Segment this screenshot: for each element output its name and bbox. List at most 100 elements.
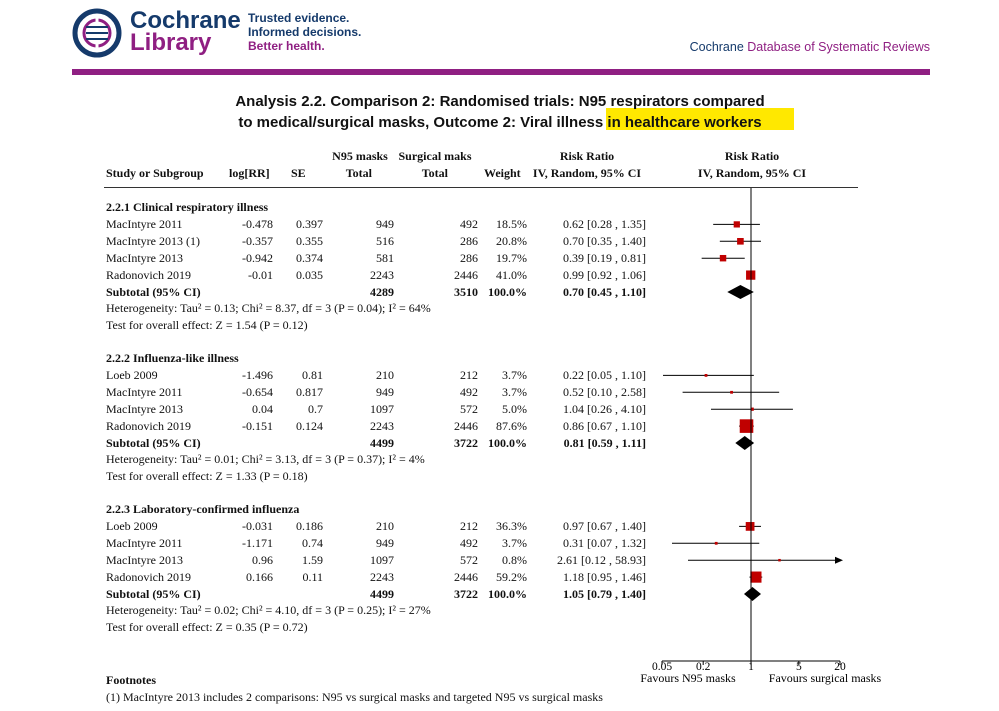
x-axis-tick-label: 0.2 <box>696 661 711 673</box>
favours-left-label: Favours N95 masks <box>640 671 736 685</box>
study-risk-ratio: 0.31 [0.07 , 1.32] <box>563 535 646 550</box>
study-se: 0.035 <box>296 267 323 282</box>
study-name: Radonovich 2019 <box>106 418 191 433</box>
study-se: 0.817 <box>296 384 323 399</box>
col-header-plot-method: IV, Random, 95% CI <box>697 166 807 180</box>
logo-text-cochrane[interactable]: Cochrane <box>130 7 241 34</box>
study-surgical-total: 572 <box>460 401 478 416</box>
heterogeneity-stats: Heterogeneity: Tau² = 0.02; Chi² = 4.10,… <box>106 603 431 618</box>
study-weight: 3.7% <box>502 535 527 550</box>
subtotal-label: Subtotal (95% CI) <box>106 586 201 601</box>
ci-arrow-right-icon <box>835 556 843 564</box>
favours-right-label: Favours surgical masks <box>769 671 882 685</box>
subtotal-risk-ratio: 0.70 [0.45 , 1.10] <box>563 284 646 299</box>
tagline-line-3: Better health. <box>248 39 325 53</box>
x-axis-tick-label: 20 <box>834 661 846 673</box>
study-risk-ratio: 0.22 [0.05 , 1.10] <box>563 367 646 382</box>
study-logrr: -0.031 <box>242 518 273 533</box>
database-title-name: Database of Systematic Reviews <box>747 40 930 54</box>
study-surgical-total: 572 <box>460 552 478 567</box>
study-logrr: 0.96 <box>252 552 273 567</box>
tagline-line-1: Trusted evidence. <box>248 11 350 25</box>
study-risk-ratio: 0.39 [0.19 , 0.81] <box>563 250 646 265</box>
study-se: 1.59 <box>302 552 323 567</box>
study-logrr: -0.654 <box>242 384 273 399</box>
study-logrr: -0.942 <box>242 250 273 265</box>
study-surgical-total: 2446 <box>454 267 478 282</box>
study-surgical-total: 286 <box>460 233 478 248</box>
study-surgical-total: 212 <box>460 518 478 533</box>
subtotal-diamond <box>727 285 754 299</box>
study-weight-marker <box>714 541 718 545</box>
study-name: MacIntyre 2013 <box>106 250 183 265</box>
subtotal-n95-total: 4499 <box>370 586 394 601</box>
study-weight-marker <box>750 407 754 411</box>
study-risk-ratio: 0.86 [0.67 , 1.10] <box>563 418 646 433</box>
study-se: 0.186 <box>296 518 323 533</box>
study-n95-total: 210 <box>376 367 394 382</box>
study-se: 0.81 <box>302 367 323 382</box>
col-header-weight: Weight <box>484 166 521 180</box>
overall-effect-test: Test for overall effect: Z = 1.33 (P = 0… <box>106 469 308 484</box>
x-axis-tick-label: 1 <box>748 661 754 673</box>
x-axis-tick-label: 5 <box>796 661 802 673</box>
study-se: 0.11 <box>302 569 323 584</box>
subtotal-weight: 100.0% <box>488 435 527 450</box>
study-name: MacIntyre 2013 (1) <box>106 233 200 248</box>
heterogeneity-stats: Heterogeneity: Tau² = 0.13; Chi² = 8.37,… <box>106 301 431 316</box>
study-weight-marker <box>730 390 733 394</box>
overall-effect-test: Test for overall effect: Z = 0.35 (P = 0… <box>106 620 308 635</box>
study-risk-ratio: 2.61 [0.12 , 58.93] <box>557 552 646 567</box>
study-weight-marker <box>778 558 781 562</box>
logo-text-library[interactable]: Library <box>130 29 212 56</box>
study-n95-total: 1097 <box>370 552 394 567</box>
subtotal-n95-total: 4289 <box>370 284 394 299</box>
study-weight-marker <box>745 522 755 531</box>
study-weight: 19.7% <box>496 250 527 265</box>
study-logrr: -0.478 <box>242 216 273 231</box>
cochrane-logo-icon[interactable] <box>72 8 122 58</box>
study-n95-total: 210 <box>376 518 394 533</box>
study-weight-marker <box>733 221 740 228</box>
study-risk-ratio: 0.70 [0.35 , 1.40] <box>563 233 646 248</box>
study-weight: 20.8% <box>496 233 527 248</box>
study-weight-marker <box>737 237 744 245</box>
study-surgical-total: 286 <box>460 250 478 265</box>
col-header-rr-method: IV, Random, 95% CI <box>532 166 642 180</box>
study-risk-ratio: 1.18 [0.95 , 1.46] <box>563 569 646 584</box>
study-weight: 5.0% <box>502 401 527 416</box>
study-logrr: -0.01 <box>248 267 273 282</box>
study-n95-total: 949 <box>376 535 394 550</box>
subtotal-surgical-total: 3722 <box>454 586 478 601</box>
subtotal-diamond <box>735 436 755 450</box>
subtotal-risk-ratio: 0.81 [0.59 , 1.11] <box>563 435 646 450</box>
study-se: 0.374 <box>296 250 323 265</box>
study-weight: 3.7% <box>502 384 527 399</box>
col-header-n95-group: N95 masks <box>332 149 388 163</box>
study-surgical-total: 492 <box>460 216 478 231</box>
study-logrr: -0.357 <box>242 233 273 248</box>
col-header-surgical-group: Surgical maks <box>398 149 472 163</box>
study-name: MacIntyre 2013 <box>106 401 183 416</box>
study-name: Loeb 2009 <box>106 518 158 533</box>
col-header-n95-total: Total <box>345 166 372 180</box>
study-n95-total: 2243 <box>370 267 394 282</box>
subtotal-diamond <box>743 587 761 601</box>
subtotal-label: Subtotal (95% CI) <box>106 435 201 450</box>
study-risk-ratio: 0.52 [0.10 , 2.58] <box>563 384 646 399</box>
study-se: 0.7 <box>308 401 323 416</box>
study-weight: 18.5% <box>496 216 527 231</box>
subgroup-title: 2.2.3 Laboratory-confirmed influenza <box>106 502 300 516</box>
study-risk-ratio: 0.97 [0.67 , 1.40] <box>563 518 646 533</box>
study-name: MacIntyre 2013 <box>106 552 183 567</box>
subtotal-n95-total: 4499 <box>370 435 394 450</box>
header-divider <box>72 69 930 75</box>
study-weight-marker <box>704 374 708 377</box>
study-logrr: -1.171 <box>242 535 273 550</box>
study-weight: 3.7% <box>502 367 527 382</box>
subgroup-title: 2.2.1 Clinical respiratory illness <box>106 200 269 214</box>
study-n95-total: 949 <box>376 216 394 231</box>
analysis-title: Analysis 2.2. Comparison 2: Randomised t… <box>150 91 850 133</box>
study-weight: 0.8% <box>502 552 527 567</box>
